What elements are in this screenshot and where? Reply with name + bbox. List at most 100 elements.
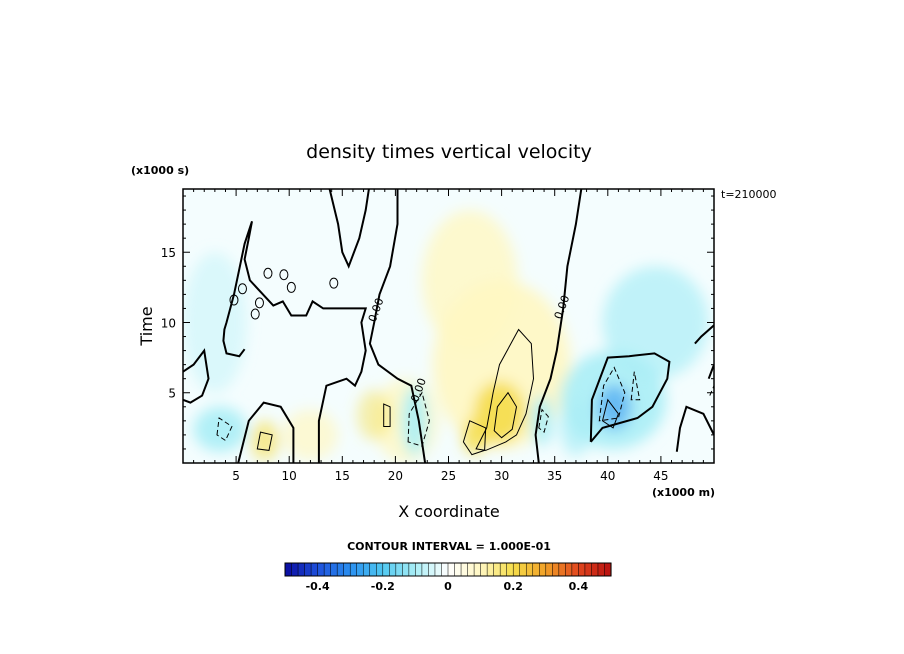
colorbar-cell bbox=[591, 562, 599, 577]
colorbar-cell bbox=[539, 562, 547, 577]
contour-pos bbox=[256, 431, 273, 451]
contour-interval-text: CONTOUR INTERVAL = 1.000E-01 bbox=[347, 540, 551, 553]
contour-lines bbox=[183, 189, 714, 463]
colorbar-cell bbox=[304, 562, 312, 577]
x-tick-label: 15 bbox=[335, 469, 350, 483]
y-tick-label: 10 bbox=[161, 316, 176, 330]
colorbar-cell bbox=[519, 562, 527, 577]
contour-zero bbox=[237, 401, 295, 463]
x-tick-label: 20 bbox=[388, 469, 403, 483]
colorbar-cell bbox=[512, 562, 521, 577]
colorbar-cell bbox=[389, 562, 397, 577]
y-tick-label: 5 bbox=[168, 387, 176, 401]
colorbar-cell bbox=[473, 562, 482, 577]
plot-area bbox=[183, 189, 714, 463]
contour-zero bbox=[328, 189, 370, 269]
colorbar-cell bbox=[441, 562, 449, 577]
colorbar-cell bbox=[323, 562, 332, 577]
y-tick-labels: 5 10 15 bbox=[161, 246, 176, 401]
colorbar-cell bbox=[571, 562, 579, 577]
colorbar-cell bbox=[297, 562, 306, 577]
colorbar-cell bbox=[376, 562, 384, 577]
contour-pos bbox=[254, 297, 264, 309]
x-tick-label: 45 bbox=[653, 469, 668, 483]
colorbar-cell bbox=[415, 562, 423, 577]
x-axis-label: X coordinate bbox=[398, 502, 499, 521]
contour-neg bbox=[407, 391, 430, 447]
colorbar-cell bbox=[382, 562, 390, 577]
contour-pos bbox=[383, 403, 391, 427]
colorbar-cell bbox=[317, 562, 325, 577]
contour-zero bbox=[707, 364, 714, 380]
contour-neg bbox=[538, 408, 549, 433]
y-tick-label: 15 bbox=[161, 246, 176, 260]
colorbar-cell bbox=[460, 562, 469, 577]
colorbar-cell bbox=[402, 562, 410, 577]
colorbar-cell bbox=[330, 562, 338, 577]
colorbar-cell bbox=[565, 562, 573, 577]
colorbar-cell bbox=[578, 562, 586, 577]
colorbar-labels: -0.4 -0.2 0 0.2 0.4 bbox=[306, 580, 589, 593]
contour-pos bbox=[229, 294, 239, 306]
colorbar-cell bbox=[434, 562, 443, 577]
colorbar-tick-label: -0.2 bbox=[371, 580, 395, 593]
colorbar-cell bbox=[395, 562, 403, 577]
x-tick-label: 30 bbox=[494, 469, 509, 483]
x-tick-label: 40 bbox=[600, 469, 615, 483]
axis-ticks bbox=[183, 189, 714, 463]
contour-pos bbox=[250, 308, 260, 320]
field-patch bbox=[357, 389, 392, 441]
colorbar-cell bbox=[525, 562, 534, 577]
x-tick-label: 35 bbox=[547, 469, 562, 483]
colorbar-cell bbox=[408, 562, 416, 577]
colorbar-cell bbox=[604, 562, 612, 577]
field-patch bbox=[560, 399, 592, 456]
contour-pos bbox=[286, 281, 296, 293]
contour-zero bbox=[534, 189, 583, 463]
contour-pos bbox=[263, 267, 273, 279]
y-axis-label: Time bbox=[137, 306, 156, 346]
field-patch bbox=[183, 252, 247, 393]
contour-pos bbox=[462, 420, 487, 456]
colorbar-cell bbox=[597, 562, 606, 577]
x-tick-label: 5 bbox=[232, 469, 240, 483]
contour-zero bbox=[183, 348, 210, 404]
contour-pos bbox=[475, 328, 535, 451]
contour-zero bbox=[368, 189, 427, 463]
colorbar-cell bbox=[467, 562, 475, 577]
contour-pos bbox=[279, 269, 289, 281]
colorbar-cell bbox=[447, 562, 456, 577]
colorbar-cell bbox=[499, 562, 508, 577]
field-patch bbox=[193, 406, 247, 452]
x-tick-label: 25 bbox=[441, 469, 456, 483]
field-patch bbox=[462, 418, 488, 455]
contour-pos bbox=[329, 277, 339, 289]
contour-zero bbox=[589, 352, 671, 443]
contour-neg bbox=[630, 371, 641, 401]
x-axis-unit: (x1000 m) bbox=[652, 486, 715, 499]
field-patch bbox=[249, 420, 280, 461]
colorbar-frame bbox=[284, 562, 612, 577]
field-patch bbox=[421, 210, 518, 351]
colorbar-tick-label: 0 bbox=[444, 580, 452, 593]
colorbar-cell bbox=[486, 562, 495, 577]
colorbar-cell bbox=[369, 562, 377, 577]
contour-zero bbox=[675, 405, 714, 452]
field-patch bbox=[597, 384, 632, 430]
contour-pos bbox=[601, 398, 619, 429]
contour-zero bbox=[222, 220, 368, 463]
contour-zero bbox=[694, 324, 714, 345]
colorbar-cell bbox=[291, 562, 299, 577]
x-tick-labels: 5 10 15 20 25 30 35 40 45 bbox=[232, 469, 668, 483]
colorbar-cell bbox=[454, 562, 462, 577]
colorbar-cell bbox=[584, 562, 592, 577]
colorbar-cell bbox=[428, 562, 436, 577]
colorbar-cell bbox=[310, 562, 319, 577]
colorbar-cell bbox=[349, 562, 358, 577]
colorbar-cell bbox=[421, 562, 429, 577]
colorbar-cell bbox=[558, 562, 566, 577]
x-tick-label: 10 bbox=[282, 469, 297, 483]
colorbar-tick-label: 0.2 bbox=[503, 580, 523, 593]
colorbar-cell bbox=[545, 562, 553, 577]
